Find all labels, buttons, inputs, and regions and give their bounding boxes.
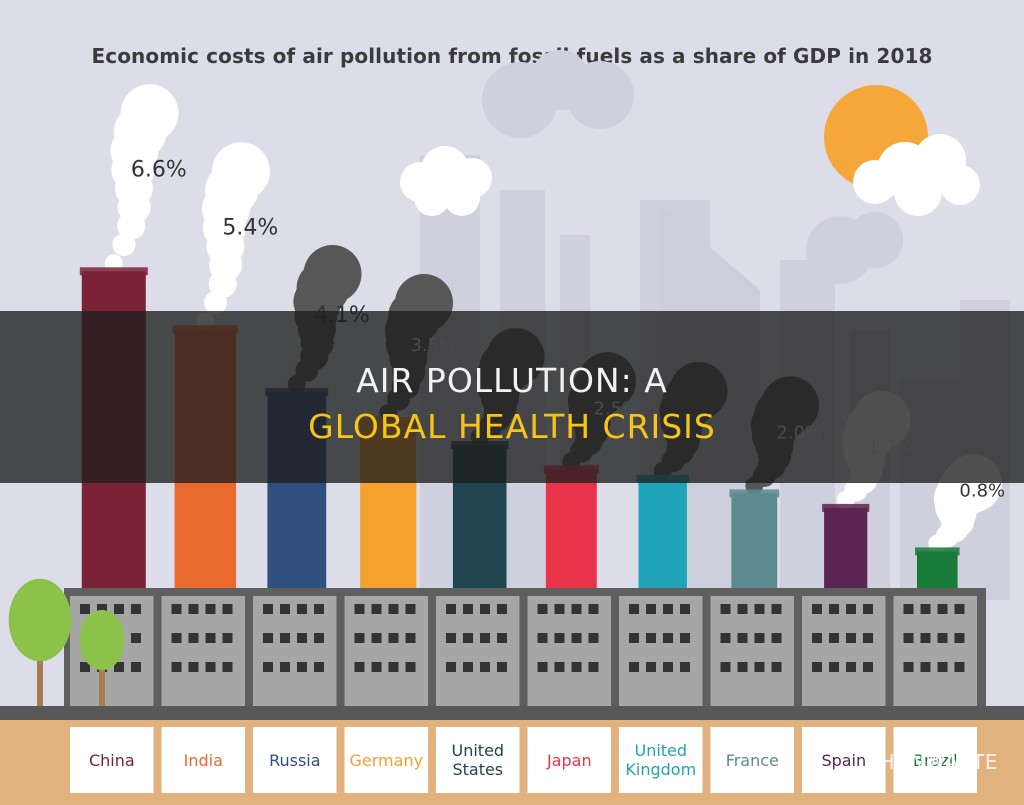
value-label: 6.6% — [131, 157, 187, 182]
factory-block — [253, 596, 337, 706]
factory-block — [619, 596, 703, 706]
factory-block — [344, 596, 428, 706]
tree-trunk — [37, 649, 43, 729]
chimney-bar — [638, 478, 687, 590]
factory-block — [802, 596, 886, 706]
factory-block — [436, 596, 520, 706]
tree-crown — [8, 578, 72, 662]
category-label: Spain — [821, 751, 866, 770]
category-label: India — [184, 751, 223, 770]
factory-block — [893, 596, 977, 706]
sun-icon — [824, 85, 980, 216]
category-label: Brazil — [913, 751, 958, 770]
category-label-box — [710, 727, 794, 793]
chimney-bar — [917, 551, 958, 590]
category-label: States — [452, 760, 503, 779]
category-label-box — [527, 727, 611, 793]
category-label-box — [161, 727, 245, 793]
factory-block — [527, 596, 611, 706]
tree-trunk — [99, 660, 105, 740]
chimney-cap — [729, 489, 780, 498]
headline-overlay — [0, 311, 1024, 483]
value-label: 0.8% — [959, 480, 1005, 501]
category-label: United — [452, 741, 505, 760]
chimney-bar — [731, 493, 778, 590]
category-label: France — [726, 751, 779, 770]
trees — [8, 578, 125, 740]
chimney-cap — [822, 503, 870, 512]
category-label: United — [635, 741, 688, 760]
factory-block — [161, 596, 245, 706]
category-label: Kingdom — [625, 760, 696, 779]
watermark: SHUNWASTE — [866, 750, 998, 774]
category-label-box — [436, 727, 520, 793]
value-label: 5.4% — [222, 215, 278, 240]
category-label-box — [70, 727, 154, 793]
chimney-cap — [915, 547, 960, 556]
tree-crown — [79, 610, 125, 670]
chimney-cap — [79, 267, 148, 276]
headline-line-1: AIR POLLUTION: A — [356, 361, 668, 400]
headline-line-2: GLOBAL HEALTH CRISIS — [308, 407, 716, 446]
chimney-bar — [545, 469, 597, 590]
category-label-box — [619, 727, 703, 793]
category-label: Russia — [269, 751, 320, 770]
factory-block — [710, 596, 794, 706]
category-label-box — [344, 727, 428, 793]
chimney-bar — [824, 507, 868, 590]
factory-buildings — [64, 588, 986, 718]
category-label: China — [89, 751, 135, 770]
category-label: Germany — [350, 751, 424, 770]
category-label-box — [893, 727, 977, 793]
category-label-box — [253, 727, 337, 793]
category-label: Japan — [546, 751, 592, 770]
category-label-box — [802, 727, 886, 793]
